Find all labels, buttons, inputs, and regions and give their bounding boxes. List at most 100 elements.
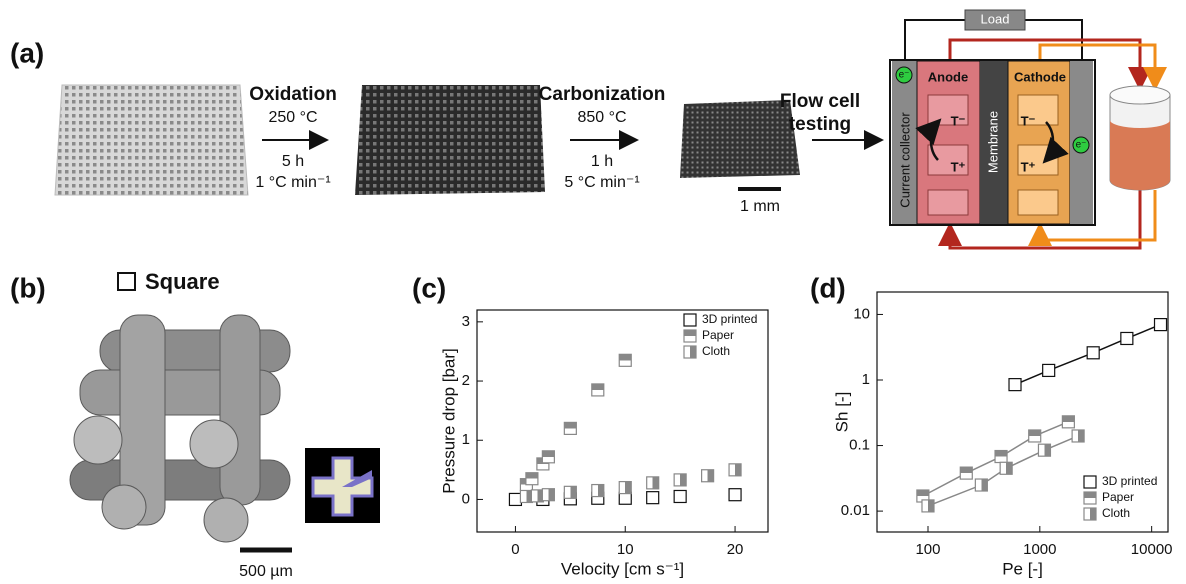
anode-label: Anode <box>928 69 968 84</box>
collector-label: Current collector <box>897 112 912 208</box>
plot-frame <box>876 291 1169 533</box>
legend-label: Paper <box>1102 490 1134 504</box>
ion: T⁻ <box>1021 113 1036 128</box>
marker <box>999 461 1013 475</box>
marker <box>1042 363 1056 378</box>
marker <box>563 421 577 435</box>
marker <box>673 473 687 487</box>
marker <box>1153 318 1168 332</box>
x-tick-label: 10000 <box>1131 541 1173 558</box>
x-tick-label: 0 <box>511 541 519 558</box>
marker <box>563 485 577 499</box>
step-name: Oxidation <box>249 84 337 105</box>
marker <box>1061 415 1075 429</box>
electron: e⁻ <box>1076 140 1087 151</box>
y-tick-label: 10 <box>853 305 870 322</box>
marker <box>1028 429 1042 443</box>
marker <box>959 466 973 480</box>
y-axis-label: Pressure drop [bar] <box>439 348 458 494</box>
panel-label: (a) <box>10 37 44 68</box>
marker <box>525 472 539 486</box>
step-time: 1 h <box>591 153 613 170</box>
marker <box>1071 429 1085 443</box>
geometry-icon <box>117 272 136 291</box>
step-time: 5 h <box>282 153 304 170</box>
unit-cell-icon <box>305 448 380 523</box>
legend-label: Cloth <box>702 344 730 358</box>
y-axis-label: Sh [-] <box>832 392 851 433</box>
legend-label: 3D printed <box>1102 474 1157 488</box>
legend-marker <box>683 329 697 343</box>
ion: T⁻ <box>951 113 966 128</box>
flow-cell <box>889 9 1171 250</box>
sem-image <box>69 314 291 543</box>
scale-label: 1 mm <box>740 198 780 215</box>
legend-marker <box>1083 475 1097 489</box>
marker <box>541 450 555 464</box>
step-temperature: 850 °C <box>577 109 626 126</box>
marker <box>701 469 715 483</box>
marker <box>508 492 523 507</box>
membrane-label: Membrane <box>985 111 1000 173</box>
plot-frame <box>476 309 769 533</box>
marker <box>591 383 605 397</box>
marker <box>519 489 534 504</box>
x-tick-label: 10 <box>617 541 634 558</box>
y-tick-label: 0.01 <box>841 502 870 519</box>
marker <box>1086 346 1100 360</box>
electron: e⁻ <box>899 70 910 81</box>
step-rate: 1 °C min⁻¹ <box>255 174 330 191</box>
x-axis-label: Velocity [cm s⁻¹] <box>561 559 684 578</box>
ion: T⁺ <box>951 159 966 174</box>
step-name: Flow cell <box>780 91 860 112</box>
ion: T⁺ <box>1021 159 1036 174</box>
y-tick-label: 1 <box>862 371 870 388</box>
geometry-label: Square <box>145 269 220 294</box>
y-tick-label: 1 <box>462 431 470 448</box>
legend-marker <box>683 313 697 327</box>
marker <box>728 463 742 477</box>
x-tick-label: 1000 <box>1023 541 1056 558</box>
step-name: Carbonization <box>539 84 666 105</box>
y-tick-label: 0.1 <box>849 437 870 454</box>
legend-marker <box>1083 491 1097 505</box>
panel-label: (d) <box>810 272 846 303</box>
marker <box>618 481 632 495</box>
legend-marker <box>1083 507 1097 521</box>
carbon-electrode <box>680 100 800 178</box>
legend-marker <box>683 345 697 359</box>
marker <box>1120 331 1134 346</box>
y-tick-label: 0 <box>462 490 470 507</box>
step-temperature: 250 °C <box>268 109 317 126</box>
panel-label: (c) <box>412 272 446 303</box>
marker <box>921 499 935 513</box>
x-tick-label: 100 <box>915 541 940 558</box>
cathode-label: Cathode <box>1014 69 1066 84</box>
marker <box>1037 443 1052 457</box>
marker <box>530 489 544 503</box>
load-label: Load <box>981 11 1010 26</box>
legend-label: 3D printed <box>702 312 757 326</box>
marker <box>591 483 605 498</box>
marker <box>646 476 660 490</box>
step-rate: 5 °C min⁻¹ <box>564 174 639 191</box>
y-tick-label: 3 <box>462 313 470 330</box>
marker <box>974 478 988 492</box>
x-tick-label: 20 <box>727 541 744 558</box>
marker <box>541 488 555 502</box>
marker <box>1008 378 1022 392</box>
marker <box>673 489 687 504</box>
y-tick-label: 2 <box>462 372 470 389</box>
oxidized-lattice <box>355 85 545 195</box>
panel-label: (b) <box>10 272 46 303</box>
scale-label: 500 µm <box>239 563 293 580</box>
marker <box>994 449 1008 464</box>
marker <box>618 353 632 367</box>
step-name: testing <box>789 114 851 135</box>
x-axis-label: Pe [-] <box>1002 559 1043 578</box>
legend-label: Cloth <box>1102 506 1130 520</box>
printed-lattice <box>54 84 249 196</box>
legend-label: Paper <box>702 328 734 342</box>
marker <box>728 488 742 502</box>
